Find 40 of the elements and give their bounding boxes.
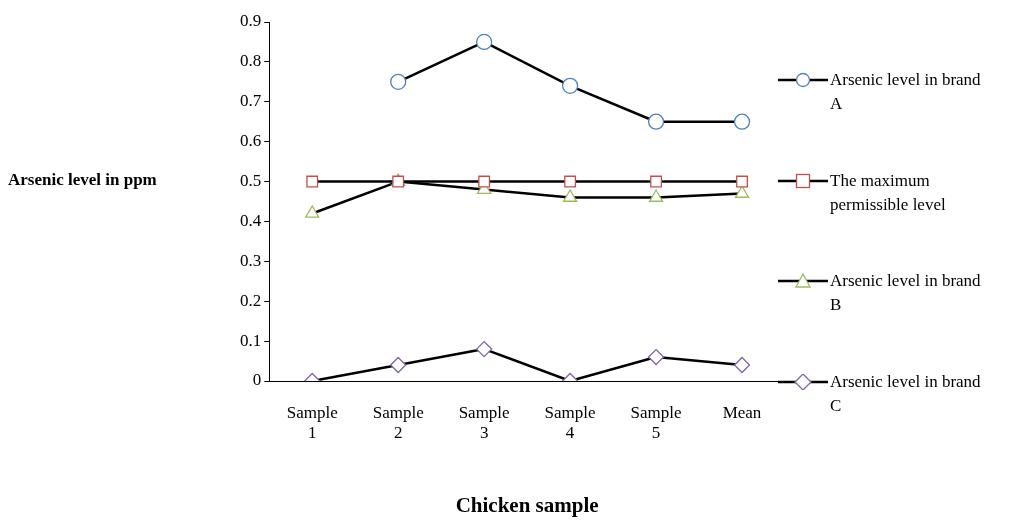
point (733, 113, 751, 130)
legend-label: Arsenic level in brand A (830, 69, 982, 115)
point (564, 175, 577, 188)
point (390, 73, 407, 90)
x-tick-label: Sample 4 (544, 402, 596, 443)
x-tick-label: Mean (722, 402, 762, 422)
y-tick-label: 0.6 (240, 131, 262, 151)
y-tick-label: 0.9 (240, 11, 262, 31)
point (305, 205, 320, 218)
y-tick-label: 0.2 (240, 290, 262, 310)
y-tick-label: 0 (252, 370, 262, 390)
point (476, 33, 493, 51)
y-axis-title: Arsenic level in ppm (8, 169, 158, 191)
point (650, 175, 663, 188)
point (647, 113, 665, 130)
point (561, 77, 579, 94)
point (476, 340, 493, 358)
y-tick-label: 0.5 (240, 171, 262, 191)
x-tick-label: Sample 3 (458, 402, 510, 443)
y-tick-label: 0.8 (240, 51, 262, 71)
y-tick-label: 0.4 (240, 210, 262, 230)
point (562, 189, 578, 202)
y-tick-label: 0.3 (240, 250, 262, 270)
point (306, 175, 319, 188)
point (478, 175, 491, 188)
legend-label: Arsenic level in brand C (830, 370, 982, 417)
x-tick-label: Sample 2 (372, 402, 424, 443)
point (390, 356, 407, 374)
y-tick-label: 0.7 (240, 91, 262, 111)
x-tick-label: Sample 5 (630, 402, 682, 443)
y-tick-label: 0.1 (240, 330, 262, 350)
point (734, 185, 750, 198)
point (736, 175, 748, 188)
point (647, 348, 665, 366)
x-tick-label: Sample 1 (286, 402, 338, 443)
legend-label: The maximum permissible level (830, 169, 947, 216)
point (733, 356, 751, 374)
point (648, 189, 664, 202)
x-axis-title: Chicken sample (455, 492, 599, 517)
legend-label: Arsenic level in brand B (830, 270, 982, 317)
